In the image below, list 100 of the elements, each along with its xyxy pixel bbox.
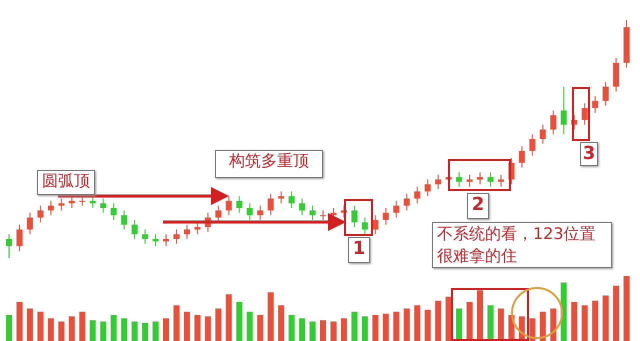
bar	[487, 305, 494, 341]
candlestick	[466, 174, 473, 188]
bar	[268, 292, 274, 341]
bar	[48, 318, 54, 341]
candlestick	[404, 193, 410, 211]
candlestick	[310, 205, 316, 220]
candlestick	[37, 205, 44, 223]
candlestick	[477, 172, 483, 185]
candlestick	[498, 174, 504, 188]
bar	[340, 318, 347, 341]
bar	[132, 322, 138, 341]
candlestick	[110, 202, 117, 220]
candlestick	[215, 205, 222, 223]
candlestick	[121, 210, 128, 230]
candlestick	[362, 217, 368, 235]
bar	[362, 316, 368, 341]
candlestick	[320, 210, 326, 220]
candlestick	[487, 172, 494, 188]
bar	[404, 308, 410, 341]
bar	[560, 282, 567, 341]
candlestick	[68, 196, 75, 209]
candlestick	[142, 228, 148, 244]
candlestick	[16, 224, 22, 252]
bar	[571, 302, 578, 341]
bar	[320, 320, 326, 341]
bar	[163, 318, 169, 341]
candlestick	[48, 200, 54, 216]
bar	[6, 315, 12, 341]
candlestick	[602, 81, 609, 106]
candlestick	[372, 214, 378, 235]
candlestick	[393, 200, 400, 218]
candlestick	[278, 190, 284, 204]
candlestick	[299, 198, 306, 216]
annotation: 2	[467, 193, 489, 219]
bar	[257, 315, 264, 341]
bar	[68, 316, 75, 341]
bar	[16, 302, 22, 341]
candlestick	[518, 146, 525, 168]
annotation: 3	[580, 142, 598, 166]
candlestick	[257, 205, 264, 220]
bar	[592, 300, 598, 341]
candlestick	[132, 219, 138, 240]
candlestick	[194, 222, 200, 235]
candlestick	[529, 134, 536, 156]
bar	[466, 302, 473, 341]
bar	[414, 305, 420, 341]
bar	[152, 322, 159, 341]
bar	[26, 308, 33, 341]
candlestick	[100, 198, 106, 214]
bar	[498, 308, 504, 341]
bar	[351, 312, 358, 341]
candlestick	[163, 234, 169, 247]
candlestick	[456, 172, 462, 188]
bar	[330, 322, 336, 341]
bar	[226, 294, 232, 341]
bar	[37, 312, 44, 341]
bar	[121, 318, 128, 341]
candlestick	[152, 234, 159, 247]
candlestick	[288, 190, 295, 209]
bar	[184, 312, 190, 341]
bar	[529, 318, 536, 341]
candlestick	[268, 193, 274, 216]
bar	[382, 314, 389, 341]
bar	[477, 290, 483, 341]
bar	[424, 310, 431, 341]
bar	[215, 308, 222, 341]
candlestick	[226, 196, 232, 216]
candlestick	[184, 224, 190, 240]
candlestick	[613, 58, 620, 92]
bar	[310, 322, 316, 341]
bar	[173, 305, 180, 341]
candlestick	[435, 174, 442, 190]
candlestick	[6, 234, 12, 258]
candlestick	[246, 202, 253, 220]
bar	[582, 305, 588, 341]
bar	[246, 312, 253, 341]
candlestick	[540, 124, 546, 144]
bar	[236, 302, 242, 341]
bar	[550, 308, 556, 341]
annotation: 圆弧顶	[37, 170, 95, 195]
bar	[110, 315, 117, 341]
bar	[79, 312, 86, 341]
bar	[288, 315, 295, 341]
candlestick	[236, 196, 242, 214]
candlestick	[560, 86, 567, 135]
bar	[58, 322, 64, 341]
candlestick	[79, 196, 86, 206]
annotation: 1	[348, 237, 370, 263]
bar	[393, 312, 400, 341]
bar	[372, 315, 378, 341]
candlestick	[173, 228, 180, 244]
bar	[613, 286, 620, 341]
bar	[204, 316, 211, 341]
bar	[142, 322, 148, 341]
annotation: 不系统的看，123位置很难拿的住	[432, 222, 612, 268]
bar	[194, 315, 200, 341]
bar	[435, 300, 442, 341]
bar	[100, 322, 106, 341]
candlestick	[550, 110, 556, 135]
candlestick	[414, 186, 420, 204]
